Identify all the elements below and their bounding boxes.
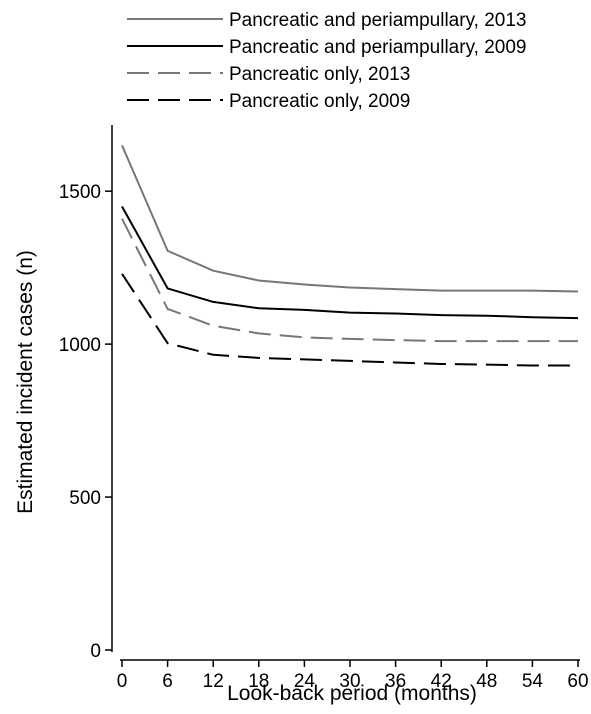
x-axis-ticks: 0 6 12 18 24 30 36 42 48 54 60: [117, 660, 589, 692]
x-axis-title: Look-back period (months): [227, 682, 477, 705]
legend-label-1: Pancreatic and periampullary, 2013: [229, 10, 527, 31]
x-tick-label: 18: [248, 671, 269, 692]
y-tick-label: 500: [69, 488, 101, 509]
legend: Pancreatic and periampullary, 2013 Pancre…: [127, 10, 527, 112]
legend-label-2: Pancreatic and periampullary, 2009: [229, 37, 527, 58]
series-line-2: [121, 206, 579, 320]
x-tick-label: 6: [162, 671, 173, 692]
plot-area: 0 500 1000 1500 0 6 12 18 24 30 36 42 48 54 60: [59, 125, 589, 692]
series-line-3: [121, 218, 578, 343]
legend-label-3: Pancreatic only, 2013: [229, 64, 410, 85]
x-tick-label: 30: [339, 671, 360, 692]
y-axis-ticks: 0 500 1000 1500: [59, 182, 112, 662]
y-tick-label: 1000: [59, 335, 101, 356]
x-tick-label: 12: [203, 671, 224, 692]
x-tick-label: 0: [117, 671, 128, 692]
x-tick-label: 36: [385, 671, 406, 692]
x-tick-label: 24: [294, 671, 316, 692]
y-axis-title: Estimated incident cases (n): [14, 250, 37, 514]
legend-label-4: Pancreatic only, 2009: [229, 91, 410, 112]
x-tick-label: 42: [431, 671, 452, 692]
series-lines: [121, 144, 579, 367]
x-tick-label: 48: [476, 671, 497, 692]
x-tick-label: 54: [522, 671, 544, 692]
y-tick-label: 0: [90, 641, 101, 662]
x-tick-label: 60: [567, 671, 588, 692]
series-line-4: [121, 273, 578, 367]
y-tick-label: 1500: [59, 182, 101, 203]
series-line-1: [121, 144, 579, 293]
